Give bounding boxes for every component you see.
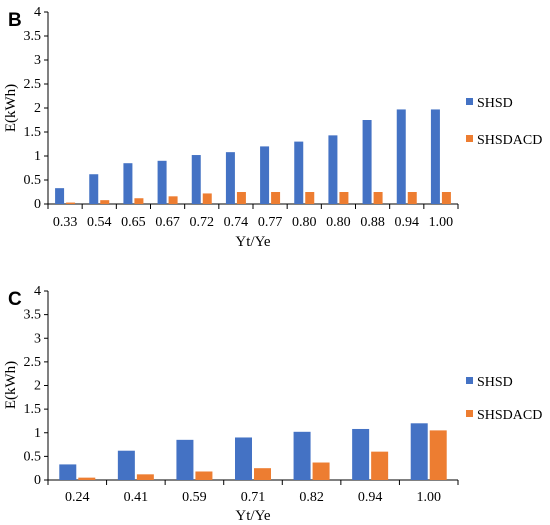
y-tick-label: 3.5 — [24, 29, 42, 44]
x-tick-label: 0.94 — [358, 490, 383, 505]
y-tick-label: 1.5 — [24, 402, 42, 417]
y-tick-label: 3.5 — [24, 308, 42, 323]
legend-label-shsdacd: SHSDACD — [477, 408, 542, 423]
bar-shsdacd-5 — [371, 451, 389, 480]
bar-shsd-0 — [59, 464, 77, 480]
x-tick-label: 0.82 — [299, 490, 324, 505]
bar-shsdacd-0 — [78, 477, 96, 480]
legend-label-shsd: SHSD — [477, 375, 513, 390]
bar-shsd-1 — [89, 174, 99, 204]
bar-shsd-11 — [430, 109, 440, 204]
legend-label-shsd: SHSD — [477, 96, 513, 111]
x-axis-label: Yt/Ye — [235, 234, 270, 250]
bar-shsd-10 — [396, 109, 406, 204]
x-tick-label: 1.00 — [416, 490, 441, 505]
x-tick-label: 0.65 — [121, 215, 146, 230]
bar-shsdacd-8 — [339, 192, 349, 204]
y-tick-label: 0 — [34, 197, 41, 212]
panel-label: B — [8, 10, 22, 31]
bar-shsd-5 — [352, 428, 370, 480]
y-tick-label: 2.5 — [24, 77, 42, 92]
bar-shsdacd-4 — [312, 462, 330, 480]
x-tick-label: 0.54 — [87, 215, 112, 230]
bar-shsdacd-11 — [441, 192, 451, 204]
panel-label: C — [8, 289, 22, 310]
bar-shsdacd-0 — [66, 202, 76, 204]
y-tick-label: 2 — [34, 379, 41, 394]
legend-swatch-shsd — [466, 377, 473, 384]
y-tick-label: 1 — [34, 426, 41, 441]
x-tick-label: 0.94 — [395, 215, 420, 230]
legend-label-shsdacd: SHSDACD — [477, 133, 542, 148]
y-tick-label: 2 — [34, 101, 41, 116]
bar-shsd-5 — [225, 152, 235, 204]
y-tick-label: 1 — [34, 149, 41, 164]
x-tick-label: 0.24 — [65, 490, 90, 505]
x-tick-label: 1.00 — [429, 215, 454, 230]
x-tick-label: 0.72 — [190, 215, 215, 230]
x-tick-label: 0.59 — [182, 490, 207, 505]
x-tick-label: 0.33 — [53, 215, 78, 230]
y-tick-label: 4 — [34, 284, 41, 299]
y-tick-label: 4 — [34, 5, 41, 20]
y-tick-label: 3 — [34, 331, 41, 346]
chart-panel-b: B 0 0.5 1 1.5 2 2.5 3 3.5 4 0.33 0.54 0.65 0.67 0.72 0.… — [3, 5, 542, 250]
x-tick-label: 0.80 — [326, 215, 351, 230]
x-tick-label: 0.71 — [241, 490, 266, 505]
bar-shsdacd-3 — [254, 468, 271, 480]
y-tick-label: 3 — [34, 53, 41, 68]
bar-shsdacd-3 — [168, 196, 178, 204]
bar-shsdacd-1 — [100, 200, 110, 204]
bar-shsd-4 — [191, 155, 201, 204]
bar-shsd-8 — [328, 135, 338, 204]
y-tick-label: 0 — [34, 473, 41, 488]
bar-shsdacd-9 — [373, 192, 383, 204]
x-tick-label: 0.74 — [224, 215, 249, 230]
bar-shsd-1 — [117, 450, 135, 480]
x-axis-label: Yt/Ye — [235, 508, 270, 524]
x-tick-label: 0.80 — [292, 215, 317, 230]
legend-swatch-shsd — [466, 98, 473, 105]
bar-shsdacd-2 — [195, 471, 213, 480]
y-tick-label: 1.5 — [24, 125, 42, 140]
bar-shsdacd-4 — [202, 193, 212, 204]
x-tick-label: 0.41 — [124, 490, 149, 505]
x-tick-label: 0.88 — [360, 215, 385, 230]
y-tick-label: 0.5 — [24, 173, 42, 188]
bar-shsdacd-1 — [136, 474, 154, 480]
legend-swatch-shsdacd — [466, 135, 473, 142]
bar-shsd-6 — [410, 423, 428, 480]
bar-shsd-3 — [235, 437, 252, 480]
bar-shsdacd-6 — [271, 192, 281, 204]
chart-panel-c: C 0 0.5 1 1.5 2 2.5 3 3.5 4 0.24 0.41 0.59 0.71 0.82 0.… — [3, 284, 542, 524]
y-axis-label: E(kWh) — [3, 84, 19, 132]
y-tick-label: 0.5 — [24, 449, 42, 464]
x-tick-label: 0.67 — [155, 215, 180, 230]
x-tick-label: 0.77 — [258, 215, 283, 230]
bar-shsd-2 — [123, 163, 133, 204]
bar-shsd-6 — [260, 146, 270, 204]
y-tick-label: 2.5 — [24, 355, 42, 370]
bar-shsdacd-6 — [429, 430, 447, 480]
bar-shsd-0 — [55, 188, 65, 204]
bar-shsdacd-10 — [407, 192, 417, 204]
bar-shsd-4 — [293, 431, 311, 480]
legend-swatch-shsdacd — [466, 410, 473, 417]
bar-shsdacd-2 — [134, 198, 144, 204]
bar-shsd-7 — [294, 141, 304, 204]
bar-shsd-3 — [157, 160, 167, 204]
bar-shsdacd-5 — [236, 192, 246, 204]
bar-shsd-9 — [362, 120, 372, 204]
bar-shsdacd-7 — [305, 192, 315, 204]
bar-shsd-2 — [176, 439, 194, 480]
y-axis-label: E(kWh) — [3, 361, 19, 409]
